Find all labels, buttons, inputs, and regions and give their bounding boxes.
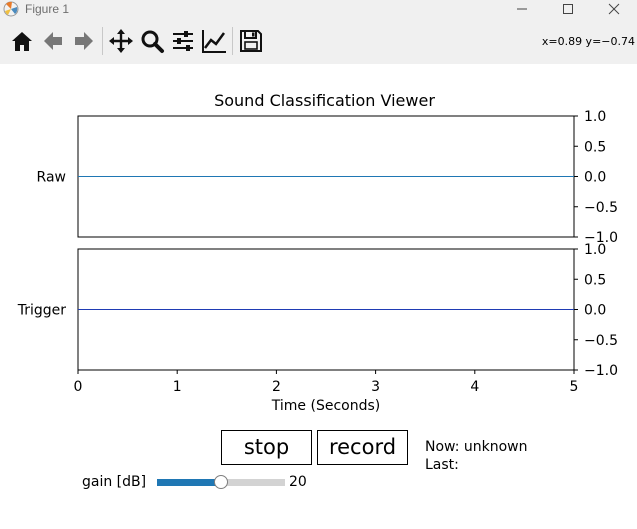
- ytick-label: −0.5: [584, 333, 618, 349]
- home-button[interactable]: [9, 28, 35, 54]
- stop-button[interactable]: stop: [221, 430, 312, 465]
- edit-axes-button[interactable]: [201, 28, 227, 54]
- zoom-button[interactable]: [139, 28, 165, 54]
- close-icon: [608, 3, 620, 15]
- toolbar-separator: [232, 27, 233, 55]
- close-button[interactable]: [594, 0, 634, 18]
- last-status-text: Last:: [425, 457, 459, 473]
- minimize-icon: [517, 8, 527, 10]
- xtick-label: 4: [470, 379, 479, 395]
- edit-axes-icon: [202, 30, 226, 53]
- xtick-label: 1: [173, 379, 182, 395]
- save-icon: [240, 30, 262, 52]
- gain-slider-fill: [157, 479, 221, 486]
- window-title: Figure 1: [25, 2, 70, 16]
- xlabel: Time (Seconds): [271, 398, 380, 414]
- zoom-icon: [141, 30, 164, 53]
- ylabel-raw: Raw: [37, 170, 66, 186]
- xtick-label: 5: [570, 379, 579, 395]
- ylabel-trigger: Trigger: [17, 303, 67, 319]
- ytick-label: 0.5: [584, 272, 606, 288]
- ytick-label: −0.5: [584, 200, 618, 216]
- navigation-toolbar: [0, 18, 637, 64]
- pan-button[interactable]: [108, 28, 134, 54]
- xtick-label: 2: [272, 379, 281, 395]
- save-button[interactable]: [238, 28, 264, 54]
- ytick-label: −1.0: [584, 230, 618, 246]
- plot-title: Sound Classification Viewer: [214, 91, 435, 110]
- maximize-button[interactable]: [548, 0, 588, 18]
- ytick-label: 0.0: [584, 170, 606, 186]
- forward-button[interactable]: [71, 28, 97, 54]
- maximize-icon: [563, 4, 573, 14]
- ytick-label: −1.0: [584, 363, 618, 379]
- xtick-label: 3: [371, 379, 380, 395]
- ytick-label: 0.0: [584, 303, 606, 319]
- matplotlib-logo-icon: [3, 1, 19, 17]
- back-button[interactable]: [40, 28, 66, 54]
- home-icon: [12, 32, 32, 51]
- record-button[interactable]: record: [317, 430, 408, 465]
- minimize-button[interactable]: [502, 0, 542, 18]
- toolbar-separator: [102, 27, 103, 55]
- now-status-text: Now: unknown: [425, 439, 528, 455]
- pan-icon: [109, 29, 133, 53]
- forward-arrow-icon: [75, 32, 93, 50]
- back-arrow-icon: [44, 32, 62, 50]
- subplots-button[interactable]: [170, 28, 196, 54]
- ytick-label: 1.0: [584, 242, 606, 258]
- window-titlebar: Figure 1: [0, 0, 637, 18]
- xtick-label: 0: [74, 379, 83, 395]
- ytick-label: 0.5: [584, 139, 606, 155]
- cursor-coordinates: x=0.89 y=−0.74: [541, 35, 635, 48]
- ytick-label: 1.0: [584, 109, 606, 125]
- gain-slider-handle[interactable]: [214, 475, 228, 489]
- gain-slider-label: gain [dB]: [82, 474, 147, 490]
- gain-slider-value: 20: [289, 474, 307, 490]
- subplots-icon: [173, 31, 193, 51]
